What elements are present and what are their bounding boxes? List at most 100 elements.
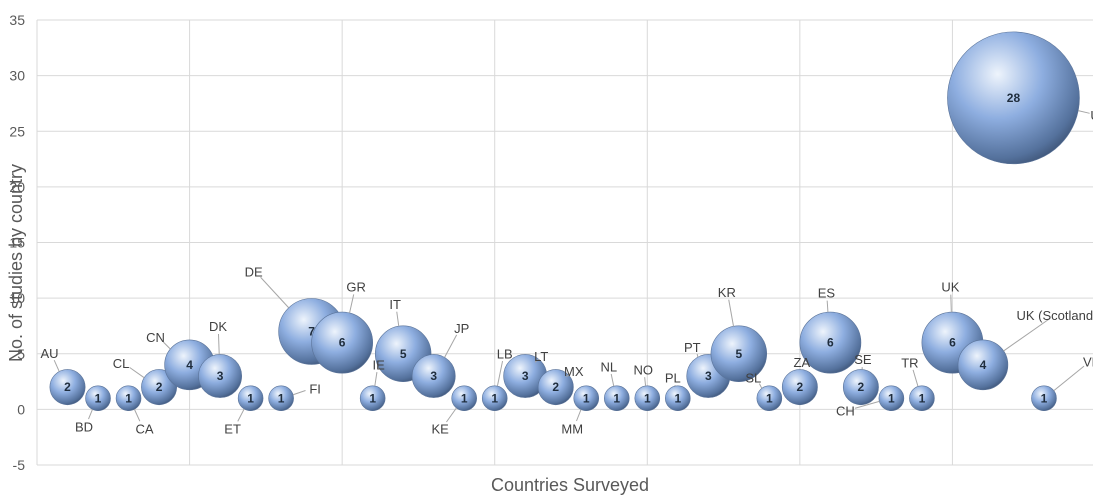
leader-line-us <box>1078 110 1090 114</box>
bubble-value-it: 5 <box>400 347 407 361</box>
bubble-mx <box>537 369 574 406</box>
leader-line-au <box>53 359 60 372</box>
country-label-et: ET <box>224 421 241 436</box>
country-label-no: NO <box>634 362 654 377</box>
y-tick-label: 10 <box>9 290 25 306</box>
country-label-cn: CN <box>146 330 165 345</box>
leader-line-uk-scotland <box>1003 318 1049 352</box>
bubble-za <box>781 369 818 406</box>
bubble-et <box>237 385 264 412</box>
leader-line-ca <box>133 409 141 422</box>
y-tick-label: 20 <box>9 179 25 195</box>
bubble-value-et: 1 <box>247 391 254 405</box>
x-axis-title: Countries Surveyed <box>491 475 649 495</box>
y-tick-label: -5 <box>13 457 26 473</box>
country-label-pt: PT <box>684 340 701 355</box>
country-label-bd: BD <box>75 419 93 434</box>
leader-line-et <box>237 408 245 422</box>
bubble-value-lb: 1 <box>491 391 498 405</box>
bubble-value-ca: 1 <box>125 391 132 405</box>
leader-line-uk <box>950 294 952 313</box>
country-label-cl: CL <box>113 356 130 371</box>
country-label-tr: TR <box>901 355 918 370</box>
bubble-value-gr: 6 <box>339 336 346 350</box>
bubble-value-es: 6 <box>827 336 834 350</box>
country-label-mm: MM <box>561 421 583 436</box>
bubble-value-fi: 1 <box>278 391 285 405</box>
country-label-it: IT <box>389 297 401 312</box>
bubble-es <box>799 311 862 374</box>
bubble-tr <box>909 385 935 412</box>
y-tick-label: 15 <box>9 235 25 251</box>
y-tick-label: 0 <box>17 401 25 417</box>
bubble-pl <box>665 385 691 412</box>
country-label-fi: FI <box>309 381 321 396</box>
bubble-ke <box>451 385 477 412</box>
country-label-ke: KE <box>432 421 450 436</box>
bubble-se <box>842 369 879 406</box>
bubble-value-au: 2 <box>64 380 71 394</box>
bubble-series: 2 1 1 2 4 3 1 1 7 6 1 5 3 1 1 3 2 1 1 1 1 3 5 1 2 6 2 1 1 6 4 28 1 <box>49 31 1080 412</box>
leader-line-sl <box>758 383 763 389</box>
y-tick-label: 5 <box>17 346 25 362</box>
bubble-value-cl: 2 <box>156 380 163 394</box>
bubble-jp <box>411 354 456 398</box>
bubble-value-ie: 1 <box>369 391 376 405</box>
bubble-value-us: 28 <box>1007 91 1021 105</box>
bubble-value-mx: 2 <box>552 380 559 394</box>
leader-line-bd <box>88 409 93 420</box>
leader-line-nl <box>610 373 615 387</box>
bubble-value-ch: 1 <box>888 391 895 405</box>
bubble-value-de: 7 <box>308 325 315 339</box>
bubble-value-cn: 4 <box>186 358 193 372</box>
bubble-sl <box>756 385 783 412</box>
leader-line-es <box>826 300 829 313</box>
bubble-kr <box>710 325 768 382</box>
country-label-lt: LT <box>534 349 548 364</box>
axes: -5 0 5 10 15 20 25 30 35 <box>9 12 25 473</box>
bubble-ca <box>115 385 142 412</box>
y-tick-label: 30 <box>9 68 25 84</box>
bubble-value-nl: 1 <box>613 391 620 405</box>
leader-line-fi <box>292 390 306 396</box>
leader-line-gr <box>349 294 355 314</box>
country-label-vn: VN <box>1083 354 1093 369</box>
country-label-de: DE <box>245 265 263 280</box>
leader-line-it <box>396 311 400 327</box>
bubble-ch <box>878 385 905 412</box>
bubble-value-no: 1 <box>644 391 651 405</box>
bubble-value-kr: 5 <box>735 347 742 361</box>
country-label-jp: JP <box>454 321 469 336</box>
leader-line-cl <box>129 366 145 379</box>
bubble-mm <box>573 385 600 412</box>
bubble-value-uk: 6 <box>949 336 956 350</box>
bubble-value-se: 2 <box>858 380 865 394</box>
y-tick-label: 35 <box>9 12 25 28</box>
leader-line-lb <box>496 360 504 387</box>
country-label-za: ZA <box>794 355 811 370</box>
country-label-mx: MX <box>564 364 584 379</box>
country-label-es: ES <box>818 286 836 301</box>
country-label-kr: KR <box>718 285 736 300</box>
leader-line-vn <box>1053 365 1085 392</box>
country-labels: AU BD CA CL CN DK ET FI DE GR IE IT JP KE LB LT MX MM NL NO… <box>40 108 1093 436</box>
leader-line-ch <box>854 400 880 409</box>
bubble-us <box>947 31 1080 165</box>
bubble-value-lt: 3 <box>522 369 529 383</box>
bubble-value-pl: 1 <box>674 391 681 405</box>
country-label-lb: LB <box>497 346 513 361</box>
leader-line-ke <box>446 407 457 423</box>
bubble-ie <box>359 385 386 412</box>
bubble-value-pt: 3 <box>705 369 712 383</box>
bubble-value-sl: 1 <box>766 391 773 405</box>
leader-line-mm <box>576 409 582 422</box>
leader-line-ie <box>374 372 378 387</box>
bubble-cl <box>141 369 177 406</box>
bubble-value-vn: 1 <box>1041 391 1048 405</box>
bubble-vn <box>1031 385 1057 412</box>
leader-line-lt <box>534 358 540 363</box>
leader-line-kr <box>728 299 735 327</box>
y-tick-label: 25 <box>9 123 25 139</box>
